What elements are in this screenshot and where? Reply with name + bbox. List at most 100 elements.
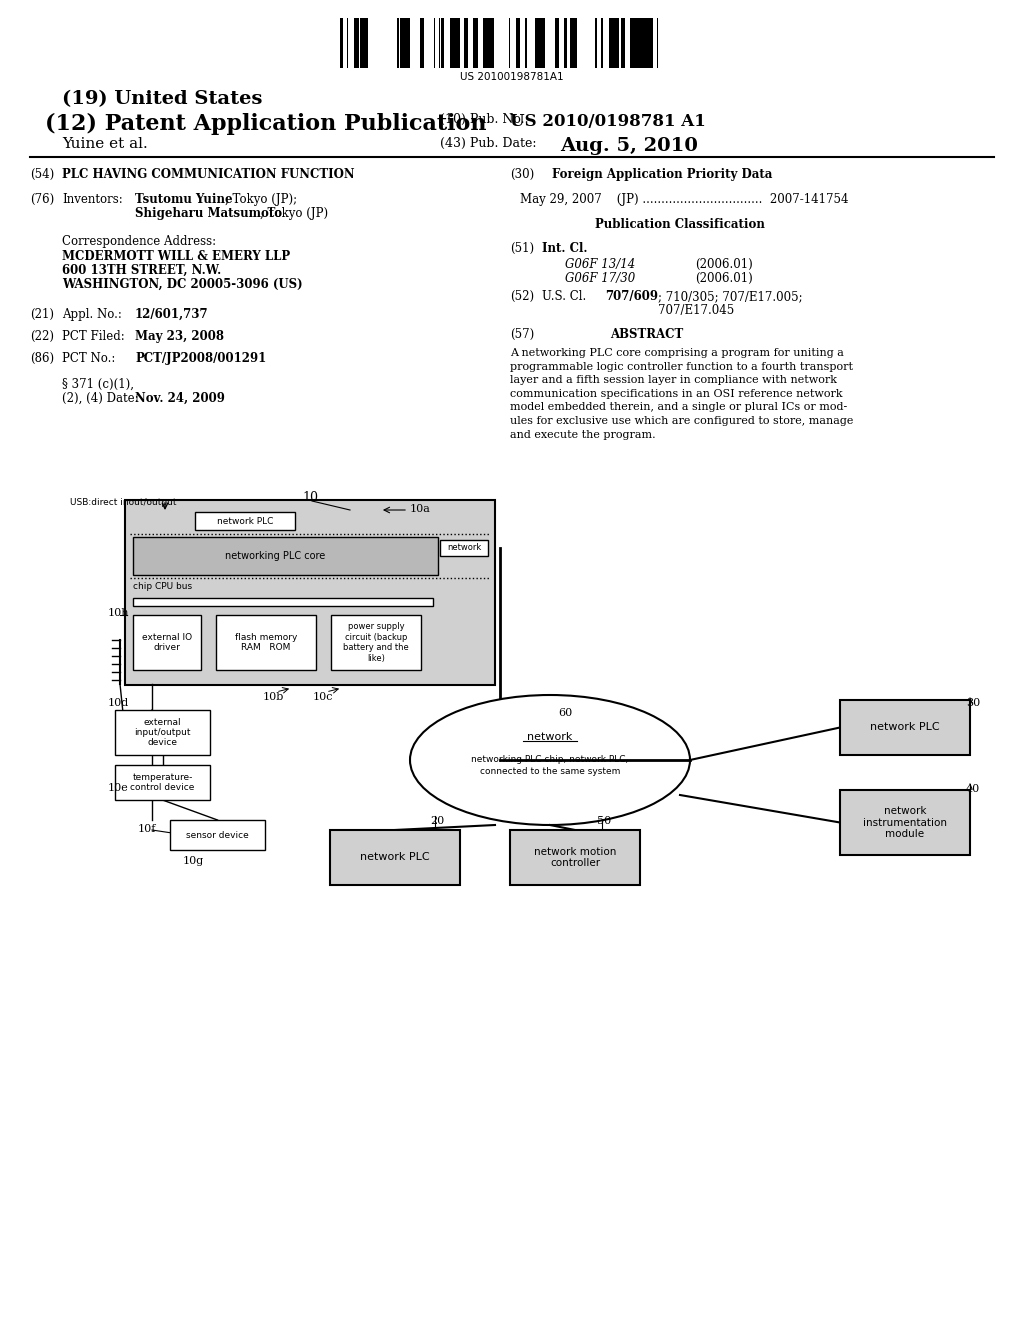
- Text: PCT Filed:: PCT Filed:: [62, 330, 125, 343]
- Bar: [441, 18, 444, 69]
- Bar: [552, 18, 555, 69]
- Bar: [115, 710, 210, 755]
- Text: 40: 40: [966, 784, 980, 795]
- Text: flash memory
RAM   ROM: flash memory RAM ROM: [234, 632, 297, 652]
- Bar: [589, 18, 591, 69]
- Text: § 371 (c)(1),: § 371 (c)(1),: [62, 378, 134, 391]
- Bar: [577, 18, 579, 69]
- Text: May 23, 2008: May 23, 2008: [135, 330, 224, 343]
- Bar: [414, 18, 416, 69]
- Bar: [587, 18, 589, 69]
- Bar: [494, 18, 498, 69]
- Bar: [555, 18, 559, 69]
- Text: temperature-
control device: temperature- control device: [130, 772, 195, 792]
- Text: 600 13TH STREET, N.W.: 600 13TH STREET, N.W.: [62, 264, 221, 277]
- Bar: [133, 537, 438, 576]
- Text: (10) Pub. No.:: (10) Pub. No.:: [440, 114, 528, 125]
- Bar: [621, 18, 625, 69]
- Bar: [591, 18, 593, 69]
- Text: , Tokyo (JP): , Tokyo (JP): [260, 207, 328, 220]
- Text: Inventors:: Inventors:: [62, 193, 123, 206]
- Ellipse shape: [410, 696, 690, 825]
- Text: US 20100198781A1: US 20100198781A1: [460, 73, 564, 82]
- Text: (54): (54): [30, 168, 54, 181]
- Bar: [351, 18, 354, 69]
- Bar: [374, 18, 377, 69]
- Bar: [601, 18, 603, 69]
- Bar: [573, 18, 577, 69]
- Text: Shigeharu Matsumoto: Shigeharu Matsumoto: [135, 207, 283, 220]
- Text: May 29, 2007    (JP) ................................  2007-141754: May 29, 2007 (JP) ......................…: [520, 193, 849, 206]
- Bar: [343, 18, 347, 69]
- Text: Publication Classification: Publication Classification: [595, 218, 765, 231]
- Text: A networking PLC core comprising a program for uniting a
programmable logic cont: A networking PLC core comprising a progr…: [510, 348, 853, 440]
- Bar: [646, 18, 650, 69]
- Bar: [400, 18, 402, 69]
- Bar: [468, 18, 471, 69]
- Bar: [615, 18, 617, 69]
- Text: 30: 30: [966, 698, 980, 708]
- Bar: [529, 18, 531, 69]
- Bar: [478, 18, 480, 69]
- Text: 10h: 10h: [108, 609, 129, 618]
- Text: (21): (21): [30, 308, 54, 321]
- Text: Yuine et al.: Yuine et al.: [62, 137, 147, 150]
- Bar: [125, 500, 495, 685]
- Text: Aug. 5, 2010: Aug. 5, 2010: [560, 137, 698, 154]
- Bar: [499, 18, 502, 69]
- Text: network
instrumentation
module: network instrumentation module: [863, 807, 947, 840]
- Bar: [595, 18, 597, 69]
- Bar: [490, 18, 494, 69]
- Text: network: network: [527, 733, 572, 742]
- Text: PLC HAVING COMMUNICATION FUNCTION: PLC HAVING COMMUNICATION FUNCTION: [62, 168, 354, 181]
- Bar: [394, 18, 397, 69]
- Text: networking PLC chip, network PLC,
connected to the same system: networking PLC chip, network PLC, connec…: [471, 755, 629, 776]
- Bar: [354, 18, 358, 69]
- Text: MCDERMOTT WILL & EMERY LLP: MCDERMOTT WILL & EMERY LLP: [62, 249, 290, 263]
- Bar: [618, 18, 621, 69]
- Bar: [643, 18, 646, 69]
- Bar: [397, 18, 399, 69]
- Text: network PLC: network PLC: [870, 722, 940, 733]
- Bar: [452, 18, 456, 69]
- Text: 10b: 10b: [263, 692, 285, 702]
- Text: (22): (22): [30, 330, 54, 343]
- Bar: [371, 18, 374, 69]
- Bar: [420, 18, 424, 69]
- Text: USB:direct inout/output: USB:direct inout/output: [70, 498, 176, 507]
- Bar: [604, 18, 607, 69]
- Bar: [570, 18, 572, 69]
- Bar: [560, 18, 564, 69]
- Text: network PLC: network PLC: [360, 853, 430, 862]
- Bar: [607, 18, 609, 69]
- Text: network: network: [446, 544, 481, 553]
- Text: WASHINGTON, DC 20005-3096 (US): WASHINGTON, DC 20005-3096 (US): [62, 279, 303, 290]
- Text: network PLC: network PLC: [217, 516, 273, 525]
- Text: sensor device: sensor device: [186, 830, 249, 840]
- Text: external
input/output
device: external input/output device: [134, 718, 190, 747]
- Text: 50: 50: [597, 816, 611, 826]
- Text: G06F 13/14: G06F 13/14: [565, 257, 635, 271]
- Bar: [430, 18, 432, 69]
- Bar: [348, 18, 351, 69]
- Text: 10a: 10a: [410, 504, 431, 513]
- Text: 10d: 10d: [108, 698, 129, 708]
- Bar: [368, 18, 371, 69]
- Bar: [537, 18, 541, 69]
- Bar: [583, 18, 587, 69]
- Text: Appl. No.:: Appl. No.:: [62, 308, 122, 321]
- Bar: [840, 789, 970, 855]
- Bar: [440, 540, 488, 556]
- Bar: [386, 18, 390, 69]
- Bar: [532, 18, 534, 69]
- Bar: [545, 18, 548, 69]
- Text: 707/609: 707/609: [605, 290, 658, 304]
- Bar: [216, 615, 316, 671]
- Bar: [330, 830, 460, 884]
- Text: chip CPU bus: chip CPU bus: [133, 582, 193, 591]
- Bar: [567, 18, 570, 69]
- Bar: [535, 18, 537, 69]
- Bar: [412, 18, 414, 69]
- Bar: [625, 18, 627, 69]
- Text: G06F 17/30: G06F 17/30: [565, 272, 635, 285]
